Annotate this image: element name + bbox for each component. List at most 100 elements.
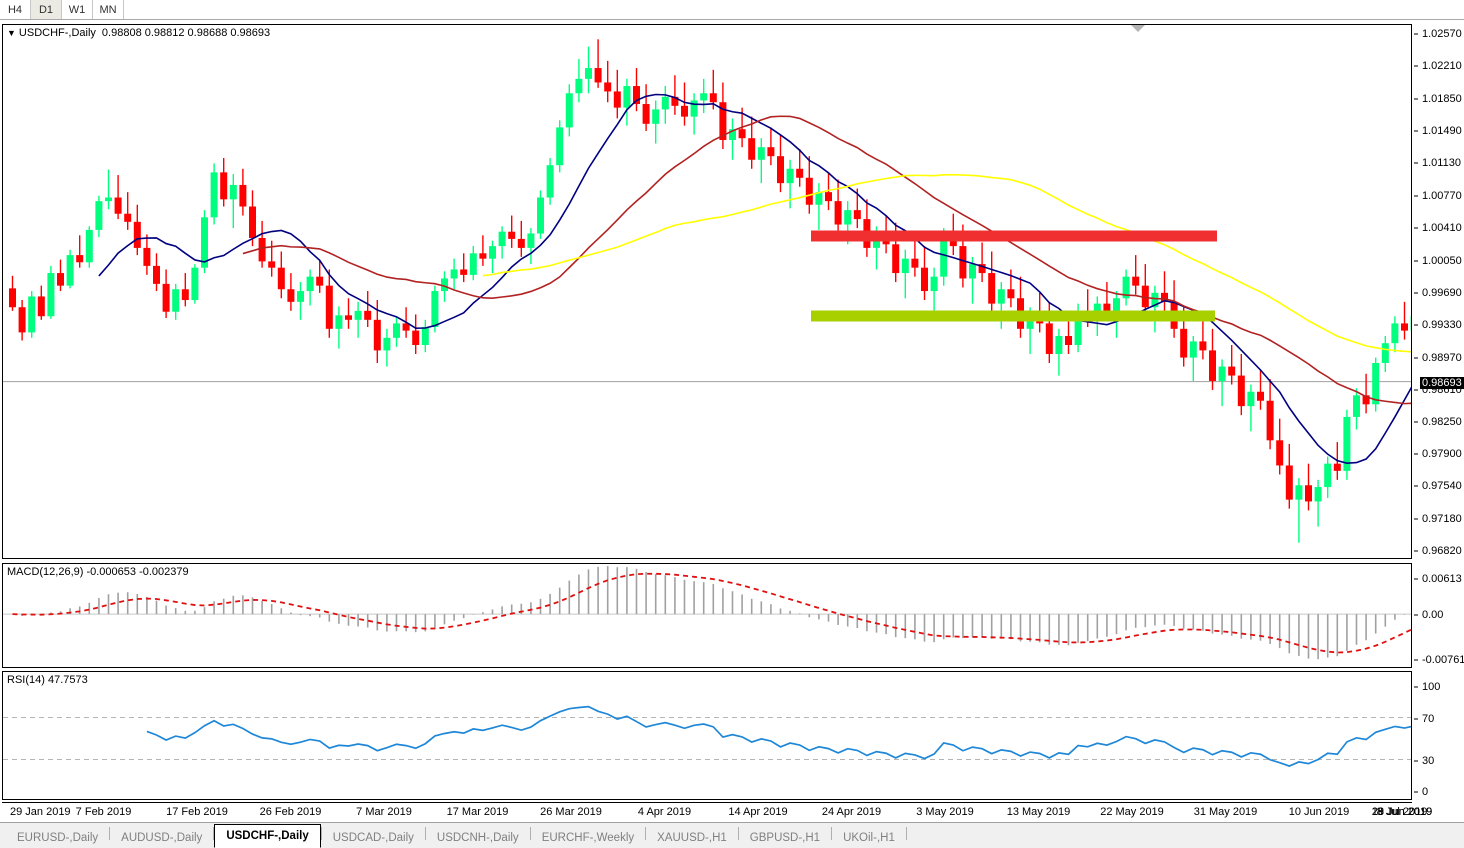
date-axis-label: 17 Feb 2019	[166, 806, 228, 818]
candlestick	[1247, 384, 1255, 432]
candlestick	[124, 192, 132, 230]
rsi-line	[146, 705, 1411, 767]
price-axis-label: 0.97900	[1422, 447, 1462, 460]
candlestick	[613, 69, 621, 119]
chart-position-marker-icon	[1131, 25, 1145, 32]
candlestick	[565, 84, 573, 137]
candlestick	[306, 269, 314, 306]
candlestick	[37, 285, 45, 320]
chart-tab-usdcnh--daily[interactable]: USDCNH-,Daily	[425, 826, 530, 848]
candlestick	[517, 220, 525, 257]
chart-tab-usdchf--daily[interactable]: USDCHF-,Daily	[214, 824, 321, 848]
macd-axis-label: 0.00613	[1422, 573, 1462, 585]
candlestick	[1151, 285, 1159, 333]
tab-separator	[831, 827, 833, 840]
candlestick	[297, 282, 304, 320]
candlestick	[210, 163, 218, 225]
rsi-axis-tick	[1414, 718, 1418, 719]
support-level-line[interactable]	[811, 310, 1215, 322]
price-axis-label: 0.98970	[1422, 351, 1462, 364]
candlestick	[479, 235, 487, 266]
candlestick	[239, 168, 247, 216]
candlestick	[1372, 357, 1380, 412]
date-axis-label: 26 Feb 2019	[259, 806, 322, 818]
candlestick	[258, 220, 266, 268]
current-price-label: 0.98693	[1420, 376, 1464, 389]
date-axis-label: 19 Jun 2019	[1371, 806, 1433, 818]
candlestick	[777, 134, 784, 193]
price-candlestick-canvas	[3, 39, 1411, 543]
rsi-axis-label: 100	[1422, 681, 1441, 693]
chart-tab-audusd--daily[interactable]: AUDUSD-,Daily	[110, 826, 214, 848]
candlestick	[1285, 443, 1293, 509]
price-axis-tick	[1414, 130, 1418, 132]
macd-axis-tick	[1414, 614, 1418, 616]
date-axis-label: 7 Feb 2019	[75, 806, 132, 818]
candlestick	[1189, 336, 1197, 381]
candlestick	[489, 240, 496, 274]
macd-signal-line	[12, 572, 1411, 654]
chart-tab-xauusd--h1[interactable]: XAUUSD-,H1	[646, 826, 738, 848]
candlestick	[1209, 328, 1216, 390]
chart-tab-gbpusd--h1[interactable]: GBPUSD-,H1	[738, 826, 832, 848]
macd-indicator-pane[interactable]: MACD(12,26,9) -0.000653 -0.002379	[2, 563, 1412, 668]
ma-slow-line	[482, 173, 1411, 353]
candlestick	[143, 234, 151, 275]
price-axis-tick	[1414, 389, 1418, 391]
ma-fast-line	[98, 93, 1411, 464]
candlestick	[1295, 478, 1303, 543]
chart-tab-usdcad--daily[interactable]: USDCAD-,Daily	[321, 826, 425, 848]
collapse-caret-icon[interactable]: ▼	[7, 28, 16, 38]
price-axis-label: 1.01490	[1422, 125, 1462, 138]
price-axis-tick	[1414, 260, 1418, 262]
candlestick	[1324, 456, 1332, 498]
date-axis-label: 24 Apr 2019	[821, 806, 882, 818]
price-axis-tick	[1414, 550, 1418, 552]
date-axis-label: 14 Apr 2019	[728, 806, 788, 818]
timeframe-button-d1[interactable]: D1	[31, 0, 62, 19]
rsi-indicator-pane[interactable]: RSI(14) 47.7573	[2, 671, 1412, 800]
candlestick	[498, 226, 506, 259]
candlestick	[412, 314, 420, 354]
candlestick	[537, 190, 544, 239]
candlestick	[9, 275, 16, 311]
chart-symbol-label: USDCHF-,Daily	[18, 27, 96, 39]
timeframe-button-w1[interactable]: W1	[62, 0, 93, 19]
macd-label: MACD(12,26,9) -0.000653 -0.002379	[7, 566, 189, 578]
candlestick	[249, 190, 256, 247]
price-axis-tick	[1414, 65, 1418, 67]
chart-tab-bar: EURUSD-,Daily AUDUSD-,Daily USDCHF-,Daily U…	[0, 822, 1464, 848]
chart-tab-eurchf--weekly[interactable]: EURCHF-,Weekly	[530, 826, 646, 848]
price-chart-pane[interactable]: ▼ USDCHF-,Daily 0.98808 0.98812 0.98688 0.…	[2, 24, 1412, 559]
candlestick	[681, 82, 688, 126]
candlestick	[1132, 255, 1140, 295]
candlestick	[585, 46, 592, 94]
candlestick	[354, 301, 362, 338]
rsi-axis-label: 70	[1422, 712, 1435, 725]
candlestick	[527, 228, 535, 265]
rsi-canvas	[3, 705, 1411, 767]
resistance-level-line[interactable]	[811, 230, 1217, 242]
macd-axis-label: 0.00	[1422, 609, 1444, 622]
candlestick	[796, 148, 804, 187]
price-axis-label: 1.02570	[1422, 28, 1462, 40]
candlestick	[508, 215, 516, 248]
candlestick	[1055, 328, 1063, 376]
chart-tab-eurusd--daily[interactable]: EURUSD-,Daily	[6, 826, 110, 848]
candlestick	[287, 273, 295, 311]
timeframe-button-mn[interactable]: MN	[93, 0, 124, 19]
candlestick	[364, 291, 372, 328]
candlestick	[28, 291, 36, 338]
candlestick	[690, 93, 698, 135]
price-axis-tick	[1414, 98, 1418, 100]
chart-tab-ukoil--h1[interactable]: UKOil-,H1	[832, 826, 906, 848]
tab-separator	[213, 827, 215, 840]
candlestick	[1199, 319, 1207, 360]
price-axis-label: 1.01850	[1422, 92, 1462, 105]
timeframe-button-h4[interactable]: H4	[0, 0, 31, 19]
candlestick	[709, 69, 717, 110]
tab-separator	[109, 827, 111, 840]
candlestick	[201, 210, 208, 274]
candlestick	[594, 39, 602, 88]
candlestick	[748, 116, 756, 169]
